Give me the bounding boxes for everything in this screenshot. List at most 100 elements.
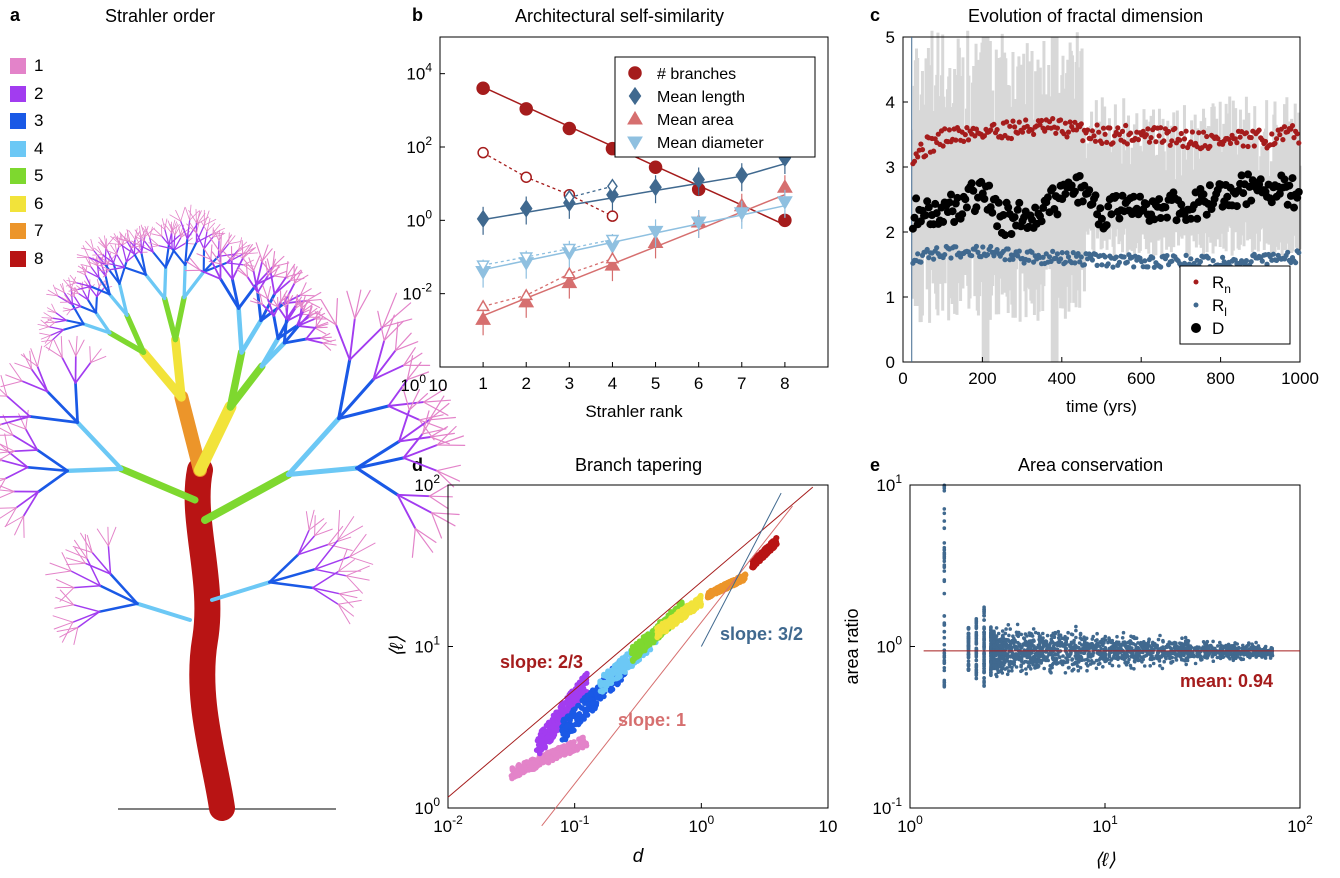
- data-point-e: [989, 645, 993, 649]
- data-point-c: [1140, 128, 1146, 134]
- tree-branch: [61, 356, 77, 384]
- data-point-c: [1169, 258, 1175, 264]
- data-point-c: [1289, 123, 1296, 129]
- data-point-e: [1156, 637, 1161, 642]
- tree-branch: [266, 297, 275, 317]
- data-point-d: [580, 740, 586, 746]
- tree-branch: [345, 575, 363, 594]
- data-point-c: [1078, 197, 1087, 206]
- tree-branch: [38, 326, 50, 331]
- data-point-d: [612, 663, 618, 669]
- tree-branch: [72, 610, 101, 623]
- tree-branch: [383, 314, 395, 342]
- data-point-d: [535, 742, 542, 748]
- tree-branch: [144, 225, 151, 238]
- data-point-c: [1244, 170, 1252, 179]
- x-tick-label-c: 1000: [1281, 369, 1319, 388]
- data-point-c: [1240, 143, 1246, 149]
- tree-branch: [26, 465, 69, 473]
- tree-branch: [155, 222, 166, 230]
- tree-branch: [62, 307, 72, 311]
- data-point-c: [1283, 200, 1292, 209]
- legend-label-c: D: [1212, 319, 1224, 338]
- data-point-e: [974, 673, 979, 677]
- data-point-d: [566, 693, 573, 700]
- tree-branch: [436, 425, 457, 446]
- data-point-e: [1161, 638, 1165, 643]
- tree-branch: [398, 418, 431, 443]
- tree-branch: [337, 377, 375, 421]
- legend-label-b: # branches: [657, 66, 736, 83]
- data-point-e: [1101, 665, 1105, 669]
- data-point-c: [961, 138, 967, 144]
- series-points-c-1: [910, 243, 1302, 271]
- data-point-b: [519, 199, 533, 218]
- tree-branch: [133, 253, 147, 276]
- tree-branch: [242, 244, 253, 259]
- tree-branch: [199, 269, 222, 280]
- tree-branch: [314, 568, 347, 577]
- tree-branch: [134, 235, 141, 247]
- data-point-e: [1129, 666, 1133, 670]
- data-point-d: [539, 756, 546, 763]
- tree-branch: [123, 266, 147, 276]
- tree-branch: [398, 436, 432, 443]
- data-point-e: [1183, 635, 1188, 640]
- tree-branch: [36, 448, 69, 473]
- data-point-c: [1200, 129, 1207, 135]
- data-point-e: [989, 631, 993, 636]
- data-point-c: [1104, 139, 1110, 145]
- tree-branch: [151, 233, 163, 237]
- tree-branch: [75, 335, 78, 357]
- tree-branch: [74, 361, 92, 384]
- data-point-c: [1091, 191, 1100, 200]
- tree-branch: [118, 260, 128, 285]
- data-point-c: [980, 194, 989, 203]
- data-point-c: [1177, 200, 1186, 209]
- tree-branch: [161, 235, 173, 250]
- legend-label: 1: [34, 56, 44, 75]
- data-point-d: [583, 706, 590, 712]
- tree-branch: [206, 217, 211, 232]
- tree-branch: [314, 311, 337, 326]
- tree-branch: [36, 365, 49, 393]
- tree-branch: [94, 247, 103, 256]
- tree-branch: [402, 444, 439, 459]
- tree-branch: [116, 253, 126, 268]
- legend-box-b: [614, 56, 816, 158]
- data-point-b: [733, 207, 750, 221]
- tree-branch: [150, 238, 160, 247]
- tree-branch: [354, 289, 371, 320]
- data-point-c: [1102, 131, 1108, 137]
- y-tick-label-c: 3: [886, 158, 895, 177]
- open-point-b: [476, 299, 490, 312]
- tree-branch: [189, 210, 200, 221]
- data-point-c: [994, 127, 1000, 133]
- tree-branch: [174, 224, 182, 236]
- tree-branch: [88, 256, 106, 266]
- tree-branch: [338, 559, 355, 572]
- tree-branch: [139, 347, 186, 402]
- tree-branch: [327, 544, 353, 551]
- tree-branch: [195, 233, 213, 244]
- tree-branch: [272, 298, 279, 308]
- data-point-c: [964, 125, 970, 131]
- tree-branch: [311, 587, 341, 595]
- data-point-e: [1085, 668, 1089, 673]
- tree-branch: [0, 448, 9, 452]
- tree-branch: [387, 378, 409, 407]
- data-point-d: [628, 663, 634, 669]
- x-tick-label-b: 7: [737, 374, 746, 393]
- data-point-c: [946, 127, 953, 133]
- data-point-c: [1142, 258, 1148, 264]
- tree-branch: [261, 248, 273, 262]
- tree-branch: [231, 249, 240, 261]
- data-point-d: [554, 727, 560, 734]
- tree-branch: [76, 285, 92, 291]
- data-point-e: [942, 629, 947, 634]
- data-point-c: [926, 255, 932, 261]
- open-point-b: [606, 210, 619, 222]
- tree-branch: [134, 228, 138, 240]
- tree-branch: [86, 557, 102, 587]
- data-point-e: [982, 683, 986, 688]
